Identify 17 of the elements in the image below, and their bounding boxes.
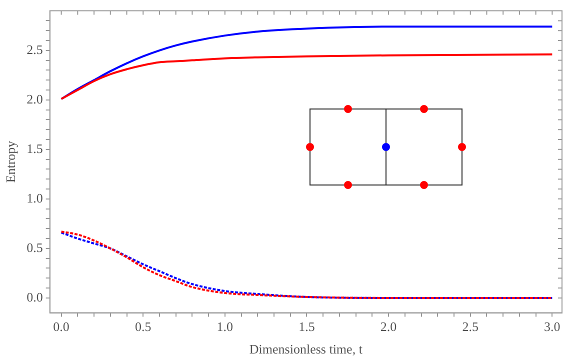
y-tick-label: 0.0	[26, 289, 43, 304]
line-series	[60, 53, 554, 100]
y-axis-title: Entropy	[3, 140, 18, 183]
line-series	[60, 26, 554, 100]
x-tick-label: 3.0	[544, 319, 560, 334]
x-tick-label: 2.5	[462, 319, 478, 334]
x-tick-label: 1.5	[298, 319, 315, 334]
x-axis-title: Dimensionless time, t	[249, 342, 363, 357]
y-tick-label: 2.0	[26, 91, 43, 106]
x-tick-label: 1.0	[216, 319, 234, 334]
x-tick-label: 2.0	[380, 319, 397, 334]
y-tick-label: 0.5	[26, 240, 43, 255]
y-tick-label: 2.5	[26, 42, 43, 57]
x-tick-label: 0.5	[134, 319, 152, 334]
x-tick-label: 0.0	[53, 319, 70, 334]
y-tick-label: 1.0	[26, 190, 43, 206]
y-tick-label: 1.5	[26, 140, 43, 156]
